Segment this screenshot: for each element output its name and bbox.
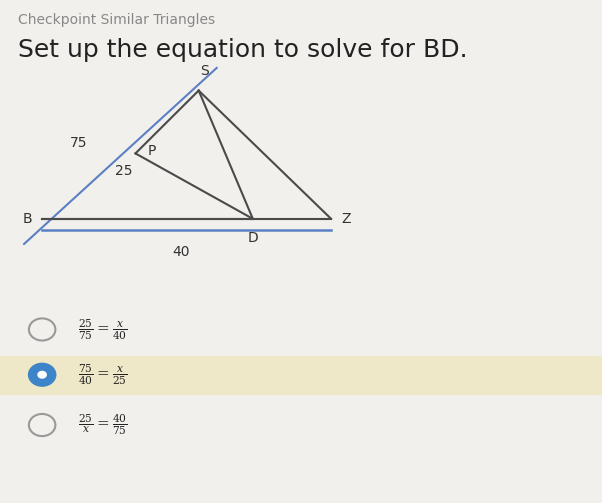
Text: 25: 25 (114, 164, 132, 178)
Text: $\frac{75}{40} = \frac{x}{25}$: $\frac{75}{40} = \frac{x}{25}$ (78, 362, 128, 387)
Text: Checkpoint Similar Triangles: Checkpoint Similar Triangles (18, 13, 215, 27)
Circle shape (37, 371, 47, 379)
Text: Set up the equation to solve for BD.: Set up the equation to solve for BD. (18, 38, 468, 62)
Text: $\frac{25}{75} = \frac{x}{40}$: $\frac{25}{75} = \frac{x}{40}$ (78, 317, 128, 342)
Text: P: P (147, 144, 156, 158)
Text: Z: Z (341, 212, 351, 226)
Bar (0, 356, 602, 393)
Text: S: S (200, 64, 209, 78)
Circle shape (29, 364, 55, 386)
Text: 75: 75 (69, 136, 87, 150)
Text: 40: 40 (172, 244, 190, 259)
Text: D: D (247, 231, 258, 245)
Text: $\frac{25}{x} = \frac{40}{75}$: $\frac{25}{x} = \frac{40}{75}$ (78, 412, 128, 438)
Text: B: B (22, 212, 32, 226)
